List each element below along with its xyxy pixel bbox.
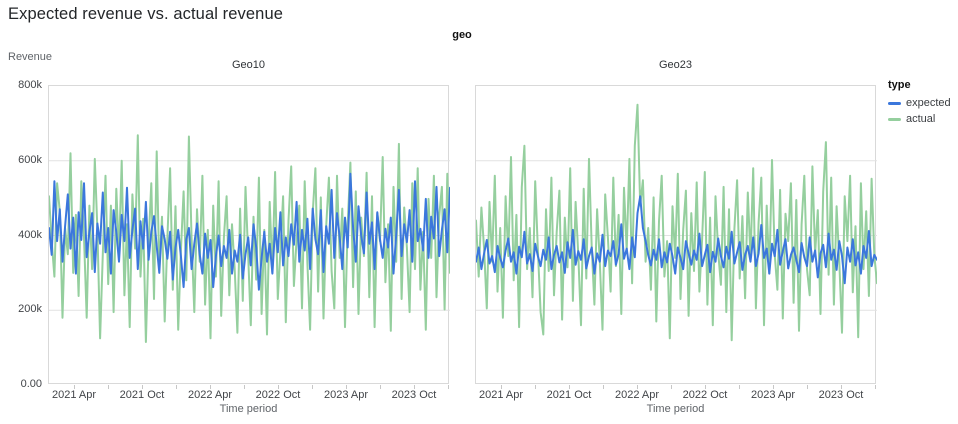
x-tick-mark (637, 385, 638, 389)
x-tick-mark (74, 385, 75, 389)
x-tick-mark (142, 385, 143, 389)
actual-series-line (49, 134, 450, 343)
expected-series-swatch-icon (888, 101, 901, 105)
x-tick-mark (773, 385, 774, 389)
x-tick-mark (380, 385, 381, 389)
page-title: Expected revenue vs. actual revenue (8, 5, 284, 23)
x-tick-label: 2023 Apr (323, 389, 369, 401)
facet-geo10: Geo10 Time period 2021 Apr 2021 Oct 2022 A… (48, 59, 450, 415)
expected-series-line (476, 195, 877, 285)
x-tick-mark (739, 385, 740, 389)
plot-area-geo10[interactable] (48, 85, 450, 384)
actual-series-swatch-icon (888, 117, 901, 121)
x-tick-mark (841, 385, 842, 389)
x-tick-mark (278, 385, 279, 389)
x-axis-title: Time period (646, 403, 705, 415)
facet-dimension-label: geo (452, 29, 472, 41)
x-tick-mark (448, 385, 449, 389)
x-tick-label: 2021 Oct (546, 389, 592, 401)
x-tick-label: 2021 Apr (51, 389, 97, 401)
legend: type expected actual (888, 79, 951, 127)
x-tick-mark (875, 385, 876, 389)
x-tick-mark (414, 385, 415, 389)
y-tick-label: 800k (18, 79, 42, 91)
x-tick-label: 2022 Apr (187, 389, 233, 401)
x-tick-mark (705, 385, 706, 389)
x-axis-title: Time period (219, 403, 278, 415)
y-tick-label: 600k (18, 153, 42, 166)
y-tick-label: 0.00 (20, 378, 42, 390)
actual-series-line (476, 103, 877, 342)
x-tick-mark (176, 385, 177, 389)
legend-item-expected[interactable]: expected (888, 95, 951, 111)
x-tick-mark (210, 385, 211, 389)
x-tick-mark (244, 385, 245, 389)
y-tick-label: 200k (18, 303, 42, 316)
line-chart-geo23 (476, 103, 877, 342)
x-tick-mark (346, 385, 347, 389)
expected-series-line (49, 172, 450, 291)
x-tick-label: 2021 Apr (478, 389, 524, 401)
legend-item-label: actual (906, 113, 936, 125)
plot-area-geo23[interactable] (475, 85, 877, 384)
legend-item-label: expected (906, 97, 951, 109)
x-tick-label: 2023 Oct (391, 389, 437, 401)
facet-title-geo23: Geo23 (658, 59, 693, 71)
facet-title-geo10: Geo10 (231, 59, 266, 71)
facet-geo23: Geo23 Time period 2021 Apr 2021 Oct 2022 A… (475, 59, 877, 415)
x-tick-mark (108, 385, 109, 389)
line-chart-geo10 (49, 134, 450, 343)
x-tick-mark (501, 385, 502, 389)
y-tick-label: 400k (18, 228, 42, 241)
x-tick-mark (603, 385, 604, 389)
x-tick-label: 2023 Oct (818, 389, 864, 401)
x-tick-label: 2022 Oct (255, 389, 301, 401)
legend-title: type (888, 79, 911, 91)
x-tick-mark (312, 385, 313, 389)
x-tick-label: 2022 Oct (682, 389, 728, 401)
x-tick-label: 2023 Apr (750, 389, 796, 401)
x-tick-mark (535, 385, 536, 389)
x-tick-label: 2021 Oct (119, 389, 165, 401)
legend-item-actual[interactable]: actual (888, 111, 951, 127)
x-tick-mark (671, 385, 672, 389)
x-tick-label: 2022 Apr (614, 389, 660, 401)
y-axis-title: Revenue (8, 51, 53, 63)
x-tick-mark (569, 385, 570, 389)
x-tick-mark (807, 385, 808, 389)
